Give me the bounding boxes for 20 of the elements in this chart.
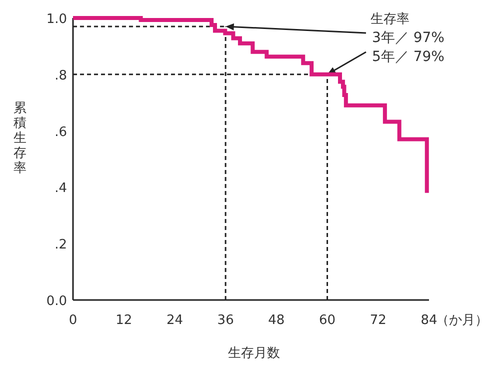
y-tick-label: 1.0 bbox=[46, 12, 67, 27]
x-tick-label: 12 bbox=[116, 313, 132, 328]
text: （か月） bbox=[436, 313, 488, 328]
x-tick-label: 24 bbox=[166, 313, 183, 328]
y-tick-label: 0.0 bbox=[46, 294, 67, 309]
y-axis-title: 累積生存率 bbox=[14, 101, 26, 176]
x-tick-label: 0 bbox=[68, 313, 78, 328]
x-tick-label: 48 bbox=[268, 313, 285, 328]
x-tick-label: 36 bbox=[217, 313, 234, 328]
x-tick-label: 72 bbox=[370, 313, 386, 328]
annotation: 生存率 bbox=[370, 11, 410, 27]
x-axis-title: 生存月数 bbox=[228, 346, 280, 361]
y-tick-label: .2 bbox=[54, 238, 67, 253]
annotation: 5年／ 79% bbox=[372, 49, 444, 65]
x-tick-label: 60 bbox=[319, 313, 336, 328]
y-tick-label: .8 bbox=[54, 68, 67, 84]
y-tick-label: .6 bbox=[54, 124, 67, 140]
annotation: 3年／ 97% bbox=[372, 30, 444, 46]
y-tick-label: .4 bbox=[54, 181, 67, 196]
x-tick-label: 84 bbox=[420, 313, 438, 328]
